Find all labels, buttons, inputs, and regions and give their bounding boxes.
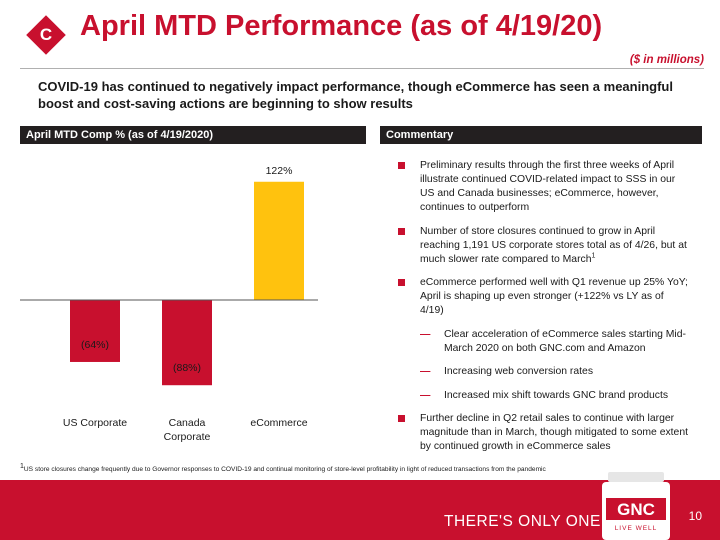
page-title: April MTD Performance (as of 4/19/20) xyxy=(80,10,603,42)
data-label: (88%) xyxy=(173,362,201,374)
gnc-bottle-logo: GNC LIVE WELL xyxy=(602,472,670,540)
units-note: ($ in millions) xyxy=(629,54,704,66)
logo-text: GNC xyxy=(617,500,655,519)
commentary-text: Increasing web conversion rates xyxy=(444,366,594,377)
commentary-text: Increased mix shift towards GNC brand pr… xyxy=(444,389,669,401)
data-label: (64%) xyxy=(81,339,109,351)
commentary-subbullet: — Increased mix shift towards GNC brand p… xyxy=(420,389,690,403)
commentary-text: Preliminary results through the first th… xyxy=(420,160,676,213)
commentary-text: eCommerce performed well with Q1 revenue… xyxy=(420,277,688,316)
bar-ecommerce xyxy=(254,181,304,300)
dash-bullet-icon: — xyxy=(420,366,431,377)
commentary-bullet: Number of store closures continued to gr… xyxy=(398,225,690,267)
bottle-label xyxy=(606,498,666,520)
bottle-cap xyxy=(608,472,664,482)
commentary-text: Number of store closures continued to gr… xyxy=(420,225,687,265)
square-bullet-icon xyxy=(398,415,405,422)
commentary-bullet: Preliminary results through the first th… xyxy=(398,159,690,215)
footnote-text: US store closures change frequently due … xyxy=(23,466,546,473)
title-divider xyxy=(20,68,704,69)
footnote-marker: 1 xyxy=(20,462,24,470)
square-bullet-icon xyxy=(398,279,405,286)
section-letter: C xyxy=(39,25,53,44)
footer-tagline: THERE'S ONLY ONE xyxy=(444,513,601,530)
commentary-text: Clear acceleration of eCommerce sales st… xyxy=(444,328,686,354)
commentary-list: Preliminary results through the first th… xyxy=(398,159,690,464)
page-subtitle: COVID-19 has continued to negatively imp… xyxy=(38,79,673,111)
category-label: US Corporate xyxy=(63,417,127,429)
commentary-bullet: eCommerce performed well with Q1 revenue… xyxy=(398,276,690,318)
footer-bar xyxy=(0,480,720,540)
commentary-subbullet: — Increasing web conversion rates xyxy=(420,365,690,379)
logo-subtext: LIVE WELL xyxy=(615,525,658,532)
page-number: 10 xyxy=(688,509,702,523)
square-bullet-icon xyxy=(398,162,405,169)
square-bullet-icon xyxy=(398,227,405,235)
footnote-ref: 1 xyxy=(591,252,596,260)
bar-canada-corporate xyxy=(162,299,212,386)
chart-panel-heading: April MTD Comp % (as of 4/19/2020) xyxy=(20,126,366,144)
category-label: Canada Corporate xyxy=(164,417,211,443)
commentary-panel-heading: Commentary xyxy=(380,126,702,144)
dash-bullet-icon: — xyxy=(420,328,431,340)
commentary-text: Further decline in Q2 retail sales to co… xyxy=(420,413,689,452)
commentary-bullet: Further decline in Q2 retail sales to co… xyxy=(398,412,690,454)
bar-us-corporate xyxy=(70,299,120,362)
comp-bar-chart: (64%) US Corporate (88%) Canada Corporate 122… xyxy=(20,165,318,443)
data-label: 122% xyxy=(266,165,293,177)
footnote: 1US store closures change frequently due… xyxy=(20,462,546,473)
category-label: eCommerce xyxy=(250,417,307,429)
dash-bullet-icon: — xyxy=(420,389,431,401)
commentary-subbullet: — Clear acceleration of eCommerce sales s… xyxy=(420,328,690,356)
